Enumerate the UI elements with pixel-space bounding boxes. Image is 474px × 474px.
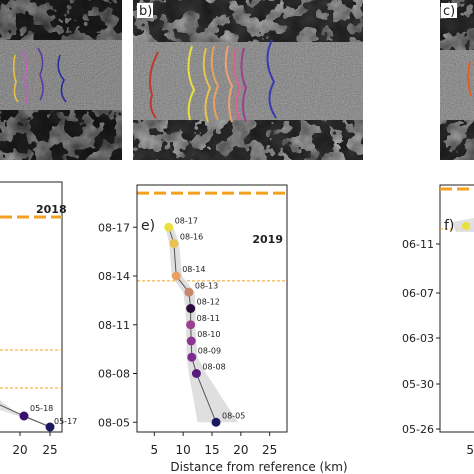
panel-b-front-pink <box>232 47 242 121</box>
ytick-label-4: 08-17 <box>98 221 130 234</box>
panel-b-front-yellow <box>187 45 196 121</box>
panel-b-front-blue <box>266 39 277 119</box>
panel-f: f) 06-11 06-07 06-03 05-30 05-26 5 <box>402 184 474 457</box>
panel-d-year: 2018 <box>36 203 67 216</box>
point-0812 <box>186 304 196 313</box>
xtick-label-10: 10 <box>176 443 191 457</box>
point-label-0817: 08-17 <box>175 216 198 225</box>
series-line <box>168 227 217 423</box>
xtick-label-15: 15 <box>204 443 219 457</box>
panel-d-point-0518 <box>19 411 29 421</box>
panel-d-xtick-label-20: 20 <box>12 443 27 457</box>
panel-d-point-label-0518: 05-18 <box>30 404 53 413</box>
point-label-0813: 08-13 <box>195 281 218 290</box>
panel-b-label: b) <box>139 4 152 19</box>
point-0808 <box>191 369 201 378</box>
point-0813 <box>184 287 194 297</box>
uncertainty-band <box>165 227 238 423</box>
panel-f-ytick-label-1: 06-11 <box>402 238 434 251</box>
point-label-0812: 08-12 <box>197 298 220 307</box>
point-label-0811: 08-11 <box>197 314 220 323</box>
point-label-0810: 08-10 <box>197 330 220 339</box>
panel-b-front-orange <box>210 45 220 121</box>
panel-e-year: 2019 <box>252 233 283 246</box>
panel-c-label-box <box>441 3 457 18</box>
panel-b-label-box <box>137 3 153 18</box>
panel-f-ytick-label-5: 05-26 <box>402 423 434 436</box>
panel-d-axes-frame <box>0 181 63 433</box>
panel-a-front-yellow <box>12 54 19 103</box>
ytick-label-0: 08-05 <box>98 416 130 429</box>
panel-b-front-red <box>149 51 159 119</box>
point-label-0816: 08-16 <box>180 233 203 242</box>
panel-b-image: b) <box>133 0 363 160</box>
xtick-label-5: 5 <box>150 443 158 457</box>
xtick-label-25: 25 <box>262 443 277 457</box>
point-label-0808: 08-08 <box>202 363 225 372</box>
ytick-label-2: 08-11 <box>98 319 130 332</box>
panel-d-band <box>0 400 52 426</box>
point-label-0805: 08-05 <box>222 411 245 420</box>
panel-a-front-magenta <box>21 49 29 105</box>
point-0814 <box>171 271 181 281</box>
panel-f-ytick-label-2: 06-07 <box>402 287 434 300</box>
panel-f-ytick-label-3: 06-03 <box>402 332 434 345</box>
point-0817 <box>164 222 174 232</box>
panel-e-label: e) <box>141 218 155 234</box>
panel-f-axes-frame <box>439 184 474 433</box>
panel-c-image: c) <box>440 0 474 160</box>
panel-a-image <box>0 0 122 160</box>
panel-e-axes-frame <box>136 184 288 433</box>
panel-c-label: c) <box>443 4 455 19</box>
ytick-label-3: 08-14 <box>98 270 130 283</box>
panel-f-xtick-label-partial: 5 <box>466 443 474 457</box>
panel-d-point-0517 <box>45 422 55 432</box>
panel-e-xlabel: Distance from reference (km) <box>170 460 347 474</box>
panel-c-front-orange <box>467 61 472 97</box>
panel-a-front-purple <box>37 47 44 101</box>
panel-f-ytick-label-4: 05-30 <box>402 378 434 391</box>
ytick-label-1: 08-08 <box>98 368 130 381</box>
panel-d-xtick-label-25: 25 <box>42 443 57 457</box>
point-0816 <box>169 239 179 248</box>
point-label-0809: 08-09 <box>198 346 221 355</box>
xtick-label-20: 20 <box>233 443 248 457</box>
panel-d: 2018 05-18 05-17 20 25 <box>0 181 77 457</box>
point-0805 <box>211 417 221 427</box>
panel-f-label: f) <box>444 218 454 234</box>
panel-b-front-salmon <box>224 45 234 123</box>
point-0811 <box>186 320 196 330</box>
panel-e: 08-17 08-16 08-14 08-13 08-12 08-11 08-10 08-09… <box>98 184 348 474</box>
panel-b-front-magenta <box>240 47 248 123</box>
panel-b-glacier-texture <box>133 42 363 120</box>
panel-e-plot: 08-17 08-16 08-14 08-13 08-12 08-11 08-10 08-09… <box>98 191 287 457</box>
point-label-0814: 08-14 <box>182 265 205 274</box>
point-0809 <box>187 352 197 362</box>
panel-f-point <box>462 222 470 230</box>
point-0810 <box>186 336 196 346</box>
panel-a-front-navy <box>57 54 67 103</box>
panel-b-front-gold <box>202 47 212 123</box>
panel-d-point-label-0517: 05-17 <box>54 417 77 426</box>
